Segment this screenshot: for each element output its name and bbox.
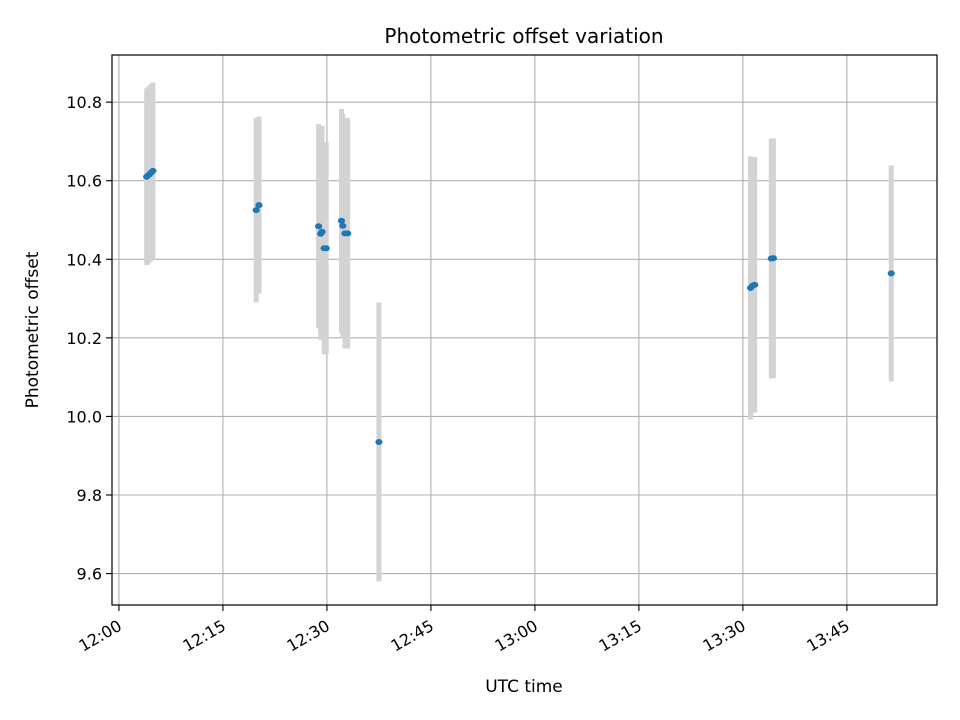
y-axis-label: Photometric offset: [23, 251, 43, 408]
y-tick-label: 10.8: [66, 93, 102, 112]
data-point: [339, 222, 347, 229]
grid-layer: [112, 55, 937, 605]
data-point: [337, 217, 346, 224]
y-tick-label: 10.0: [66, 407, 102, 426]
data-point: [149, 167, 157, 174]
y-tick-label: 9.8: [77, 486, 102, 505]
y-tick-label: 10.2: [66, 329, 102, 348]
data-point: [252, 207, 260, 214]
point-layer: [143, 167, 895, 445]
data-point: [322, 245, 330, 252]
data-point: [318, 228, 326, 235]
y-tick-label: 9.6: [77, 565, 102, 584]
data-point: [769, 255, 777, 262]
plot-frame: [111, 54, 938, 606]
data-point: [314, 223, 323, 230]
y-tick-label: 10.4: [66, 250, 102, 269]
data-point: [751, 281, 759, 288]
y-tick-label: 10.6: [66, 172, 102, 191]
chart-title: Photometric offset variation: [384, 24, 663, 48]
data-point: [375, 438, 383, 445]
data-point: [255, 202, 263, 209]
data-point: [887, 270, 895, 277]
x-axis-label: UTC time: [485, 677, 563, 697]
data-point: [344, 230, 352, 237]
